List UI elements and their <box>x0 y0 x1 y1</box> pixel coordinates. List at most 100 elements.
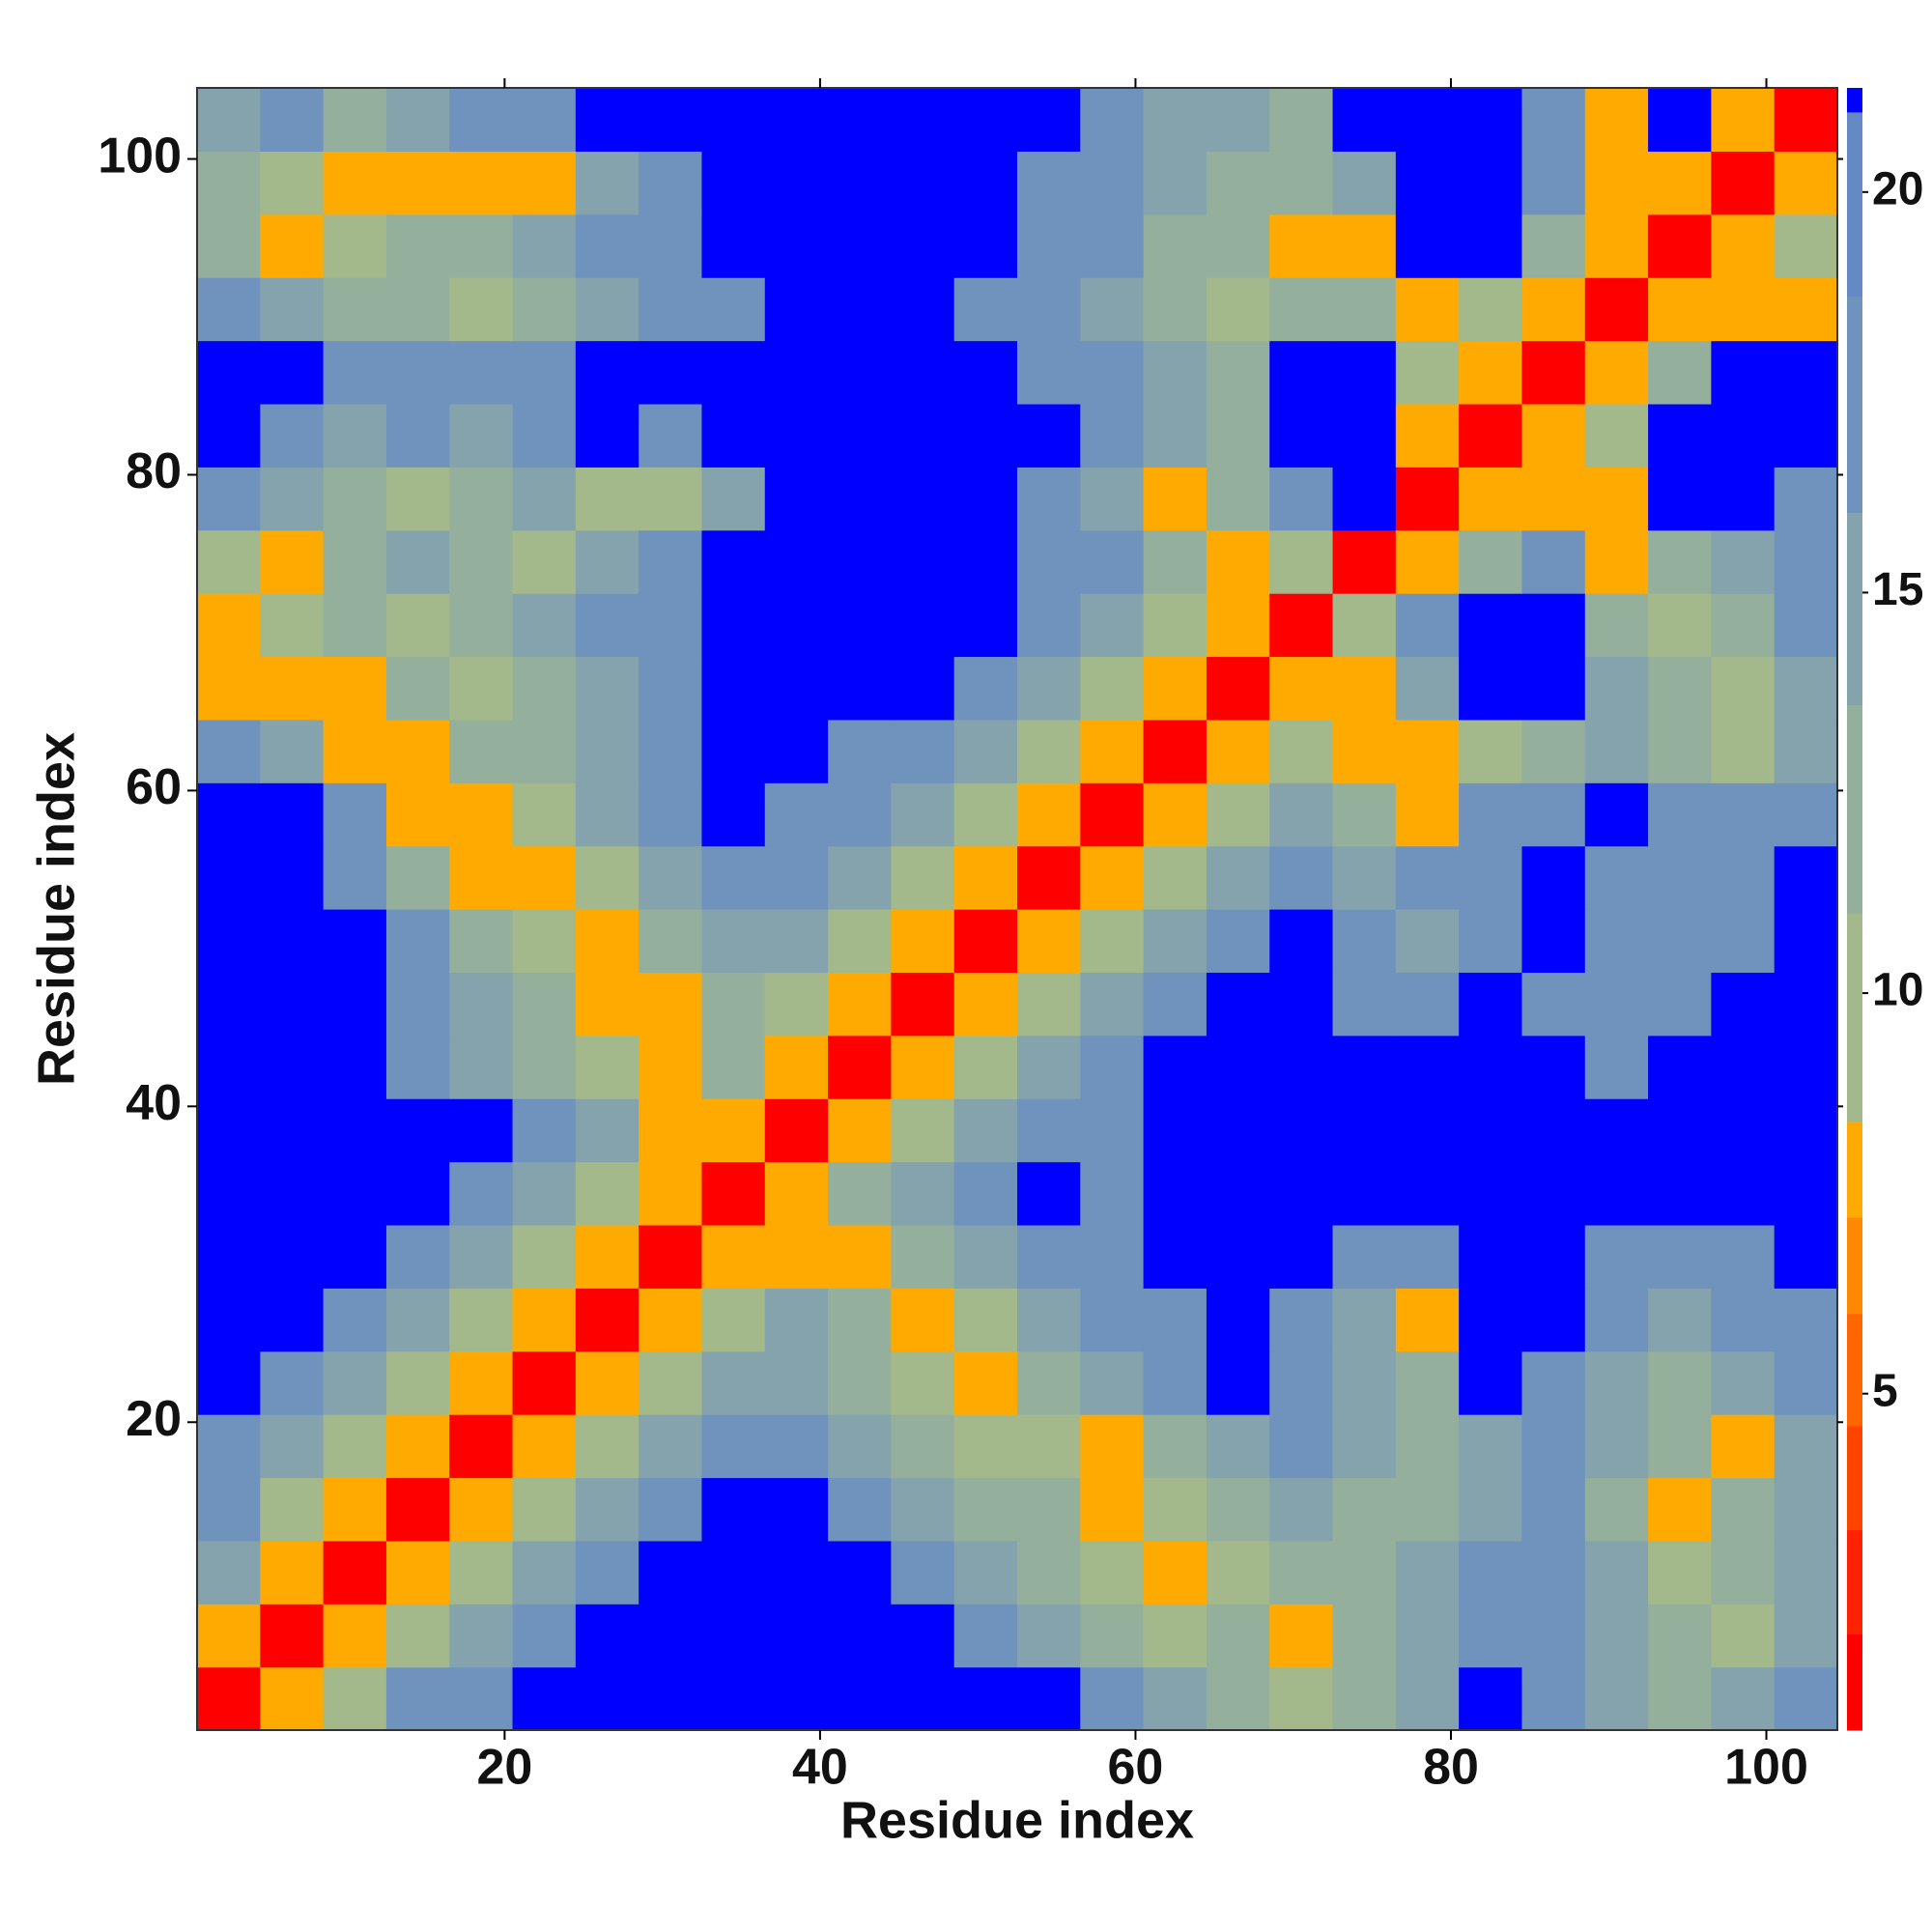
heatmap-cell <box>323 1414 387 1479</box>
x-tick-label: 20 <box>476 1740 532 1796</box>
heatmap-cell <box>575 403 639 468</box>
heatmap-cell <box>701 529 766 594</box>
heatmap-cell <box>891 1666 955 1731</box>
heatmap-cell <box>1080 845 1145 910</box>
heatmap-cell <box>1711 1098 1776 1163</box>
heatmap-cell <box>1269 1161 1334 1226</box>
heatmap-cell <box>828 1477 892 1542</box>
heatmap-cell <box>1143 1161 1208 1226</box>
x-tick-label: 80 <box>1423 1740 1479 1796</box>
heatmap-cell <box>1774 403 1838 468</box>
heatmap-cell <box>1584 1477 1649 1542</box>
heatmap-cell <box>764 845 829 910</box>
heatmap-cell <box>1143 909 1208 973</box>
heatmap-cell <box>1459 972 1523 1037</box>
heatmap-cell <box>1459 277 1523 342</box>
heatmap-cell <box>1332 782 1397 847</box>
heatmap-cell <box>639 782 703 847</box>
heatmap-cell <box>1648 151 1712 215</box>
heatmap-cell <box>639 719 703 783</box>
heatmap-cell <box>197 340 261 405</box>
heatmap-cell <box>701 656 766 721</box>
heatmap-cell <box>1584 277 1649 342</box>
heatmap-cell <box>449 1350 514 1415</box>
heatmap-cell <box>1584 1161 1649 1226</box>
heatmap-cell <box>449 845 514 910</box>
heatmap-cell <box>385 1224 450 1289</box>
heatmap-cell <box>1206 1666 1270 1731</box>
heatmap-cell <box>575 1540 639 1605</box>
heatmap-cell <box>953 1224 1018 1289</box>
heatmap-cell <box>1459 88 1523 152</box>
heatmap-cell <box>1648 1161 1712 1226</box>
heatmap-cell <box>701 277 766 342</box>
colorbar-segment <box>1847 1425 1862 1531</box>
heatmap-cell <box>1206 1477 1270 1542</box>
heatmap-cell <box>575 1161 639 1226</box>
heatmap-cell <box>1459 1098 1523 1163</box>
heatmap-cell <box>197 1477 261 1542</box>
heatmap-cell <box>323 782 387 847</box>
heatmap-cell <box>197 1035 261 1099</box>
heatmap-cell <box>1648 1224 1712 1289</box>
heatmap-cell <box>1143 593 1208 658</box>
heatmap-cell <box>260 529 325 594</box>
heatmap-cell <box>385 1098 450 1163</box>
heatmap-cell <box>1711 213 1776 278</box>
heatmap-cell <box>575 1666 639 1731</box>
heatmap-cell <box>1017 972 1081 1037</box>
heatmap-cell <box>323 1288 387 1352</box>
heatmap-cell <box>1206 972 1270 1037</box>
heatmap-cell <box>1648 782 1712 847</box>
colorbar-tick-label: 5 <box>1872 1365 1898 1416</box>
heatmap-cell <box>1080 909 1145 973</box>
heatmap-cell <box>1521 151 1586 215</box>
heatmap-cell <box>1521 593 1586 658</box>
heatmap-cell <box>197 1350 261 1415</box>
heatmap-cell <box>701 845 766 910</box>
heatmap-cell <box>1143 656 1208 721</box>
heatmap-cell <box>1711 277 1776 342</box>
heatmap-cell <box>1080 151 1145 215</box>
heatmap-cell <box>260 88 325 152</box>
heatmap-cell <box>828 467 892 531</box>
heatmap-cell <box>764 656 829 721</box>
heatmap-cell <box>1395 656 1460 721</box>
heatmap-cell <box>197 1098 261 1163</box>
heatmap-cell <box>828 593 892 658</box>
heatmap-cell <box>1711 782 1776 847</box>
heatmap-cell <box>1521 88 1586 152</box>
heatmap-cell <box>701 1161 766 1226</box>
heatmap-cell <box>323 1540 387 1605</box>
heatmap-cell <box>197 782 261 847</box>
heatmap-cell <box>701 972 766 1037</box>
heatmap-cell <box>1459 467 1523 531</box>
heatmap-cell <box>1774 972 1838 1037</box>
heatmap-cell <box>1584 88 1649 152</box>
heatmap-cell <box>1774 277 1838 342</box>
heatmap-cell <box>1711 1350 1776 1415</box>
heatmap-cell <box>891 340 955 405</box>
heatmap-cell <box>639 403 703 468</box>
heatmap-cell <box>575 1098 639 1163</box>
heatmap-cell <box>1711 1035 1776 1099</box>
heatmap-cell <box>323 1477 387 1542</box>
heatmap-cell <box>1269 1288 1334 1352</box>
heatmap-cell <box>1648 1666 1712 1731</box>
heatmap-cell <box>323 719 387 783</box>
heatmap-cell <box>449 213 514 278</box>
heatmap-cell <box>260 213 325 278</box>
heatmap-cell <box>1332 909 1397 973</box>
plot-frame <box>196 87 1838 1731</box>
heatmap-cell <box>953 1350 1018 1415</box>
heatmap-cell <box>1017 719 1081 783</box>
heatmap-cell <box>1711 1604 1776 1668</box>
heatmap-cell <box>1143 88 1208 152</box>
heatmap-cell <box>764 277 829 342</box>
heatmap-cell <box>385 656 450 721</box>
heatmap-cell <box>449 340 514 405</box>
heatmap-cell <box>512 972 577 1037</box>
heatmap-cell <box>1521 782 1586 847</box>
heatmap-cell <box>449 972 514 1037</box>
heatmap-cell <box>1774 1477 1838 1542</box>
